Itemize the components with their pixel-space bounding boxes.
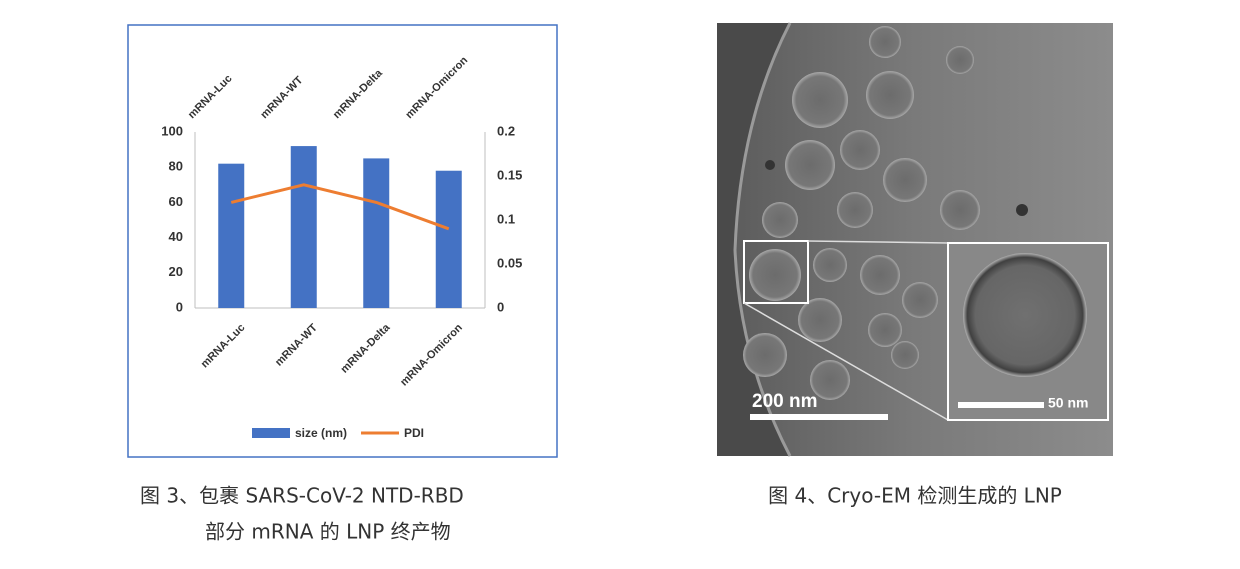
legend-swatch <box>252 428 290 438</box>
figure-caption: 图 4、Cryo-EM 检测生成的 LNP <box>768 484 1062 508</box>
figure-caption: 图 3、包裹 SARS-CoV-2 NTD-RBD <box>140 484 464 508</box>
y-tick-label: 40 <box>169 229 183 244</box>
cryo-em-image: 200 nm 50 nm <box>717 22 1113 457</box>
y2-tick-label: 0.15 <box>497 167 522 182</box>
y2-tick-label: 0.05 <box>497 255 522 270</box>
inset-scale-bar-label: 50 nm <box>1048 395 1088 411</box>
y2-tick-label: 0.1 <box>497 211 515 226</box>
figure-caption: 部分 mRNA 的 LNP 终产物 <box>205 520 451 544</box>
bar <box>435 170 462 308</box>
legend-label: size (nm) <box>295 426 347 440</box>
y-tick-label: 100 <box>161 123 183 138</box>
bar <box>363 158 390 308</box>
legend-label: PDI <box>404 426 424 440</box>
y-tick-label: 80 <box>169 159 183 174</box>
chart-frame <box>127 24 558 458</box>
y-tick-label: 0 <box>176 299 183 314</box>
scale-bar-label: 200 nm <box>752 391 817 412</box>
y2-tick-label: 0 <box>497 299 504 314</box>
y-tick-label: 20 <box>169 264 183 279</box>
bar <box>218 163 245 308</box>
bar <box>290 146 317 308</box>
y2-tick-label: 0.2 <box>497 123 515 138</box>
y-tick-label: 60 <box>169 194 183 209</box>
line <box>230 183 450 231</box>
